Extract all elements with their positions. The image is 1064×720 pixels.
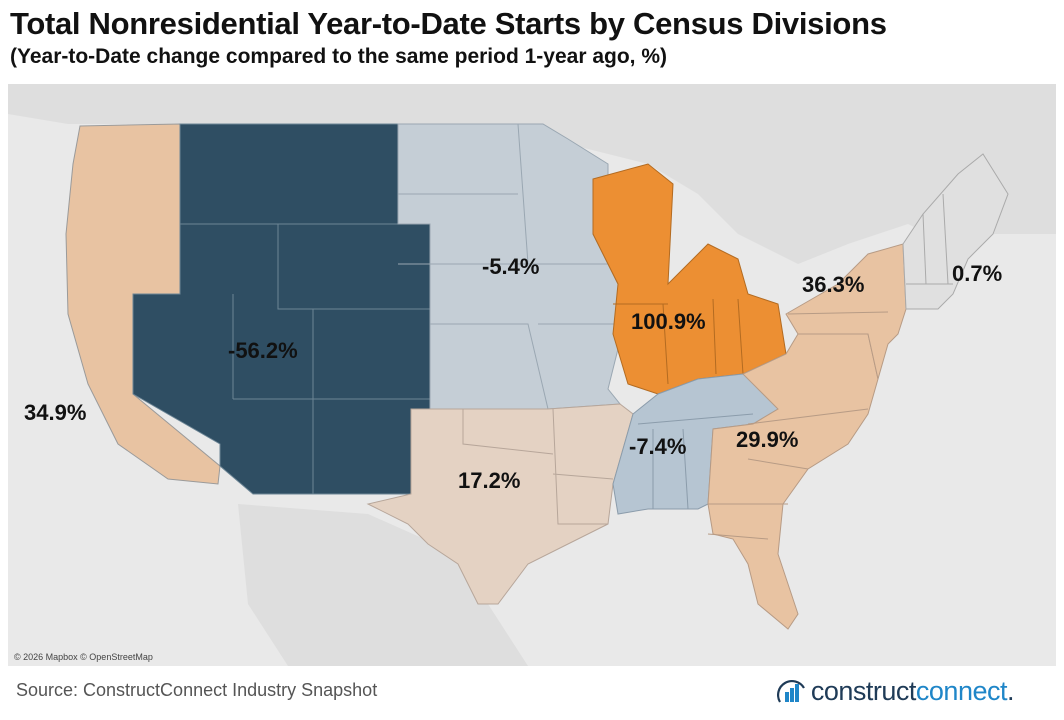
wsc-state-borders xyxy=(462,408,614,525)
chart-subtitle: (Year-to-Date change compared to the sam… xyxy=(10,45,668,68)
esc-state-borders xyxy=(637,413,754,510)
region-new-england[interactable] xyxy=(902,153,1009,310)
label-east-south-central: -7.4% xyxy=(629,434,687,459)
mexico-landmass xyxy=(238,504,528,666)
label-east-north-central: 100.9% xyxy=(631,309,706,334)
label-middle-atlantic: 36.3% xyxy=(802,272,865,297)
logo-word-connect: connect xyxy=(915,675,1008,706)
constructconnect-logo: constructconnect. xyxy=(776,675,1015,707)
label-pacific: 34.9% xyxy=(24,400,87,425)
sa-state-borders xyxy=(707,408,869,540)
census-divisions-map xyxy=(8,84,1056,666)
label-south-atlantic: 29.9% xyxy=(736,427,799,452)
label-new-england: 0.7% xyxy=(952,261,1003,286)
label-mountain: -56.2% xyxy=(228,338,298,363)
enc-state-borders xyxy=(613,298,744,385)
chart-title: Total Nonresidential Year-to-Date Starts… xyxy=(10,6,887,41)
logo-dot: . xyxy=(1006,675,1015,706)
logo-wordmark: constructconnect. xyxy=(810,675,1015,707)
wnc-state-borders xyxy=(398,123,618,410)
logo-word-construct: construct xyxy=(810,675,917,706)
region-west-south-central[interactable] xyxy=(366,403,634,605)
region-middle-atlantic[interactable] xyxy=(785,243,907,380)
building-logo-icon xyxy=(776,680,805,703)
label-west-south-central: 17.2% xyxy=(458,468,521,493)
ne-state-borders xyxy=(906,193,953,285)
map-attribution[interactable]: © 2026 Mapbox © OpenStreetMap xyxy=(14,652,153,662)
mountain-state-borders xyxy=(180,223,430,494)
region-west-north-central[interactable] xyxy=(397,123,624,410)
label-west-north-central: -5.4% xyxy=(482,254,540,279)
map-canvas[interactable]: 34.9% -56.2% -5.4% 100.9% 17.2% -7.4% 29… xyxy=(8,84,1056,666)
source-note: Source: ConstructConnect Industry Snapsh… xyxy=(16,680,378,700)
canada-landmass xyxy=(8,84,1056,264)
ma-state-borders xyxy=(787,311,889,315)
